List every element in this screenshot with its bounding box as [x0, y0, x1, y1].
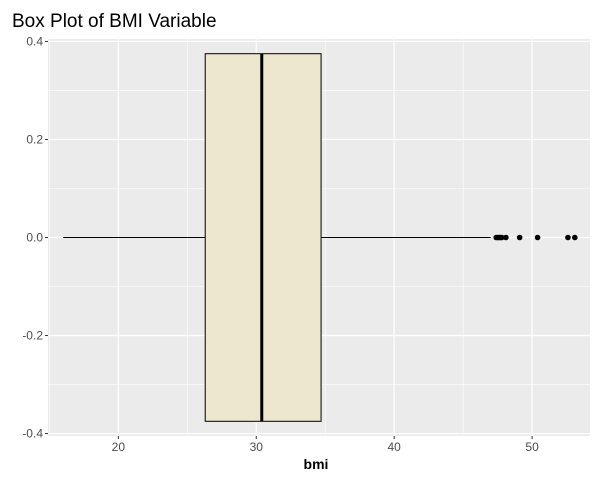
outlier-point	[534, 234, 541, 241]
x-tick-label: 30	[250, 440, 264, 454]
x-tick-label: 40	[387, 440, 401, 454]
y-tick-label: 0.4	[26, 34, 43, 48]
chart-title: Box Plot of BMI Variable	[12, 11, 217, 32]
x-tick-label: 50	[525, 440, 539, 454]
box-plot-marks	[63, 53, 578, 422]
y-tick-label: -0.2	[22, 329, 43, 343]
x-axis-title: bmi	[304, 456, 329, 472]
outlier-point	[565, 234, 571, 241]
outlier-point	[572, 234, 578, 241]
y-tick-label: 0.0	[26, 231, 43, 245]
y-axis: -0.4 -0.2 0.0 0.2 0.4	[22, 34, 48, 441]
x-tick-label: 20	[112, 440, 126, 454]
outlier-point	[503, 234, 509, 241]
outlier-point	[516, 234, 523, 241]
y-tick-label: 0.2	[26, 132, 43, 146]
y-tick-label: -0.4	[22, 427, 43, 441]
outlier-point	[498, 234, 505, 241]
x-axis: 20 30 40 50	[112, 436, 539, 454]
